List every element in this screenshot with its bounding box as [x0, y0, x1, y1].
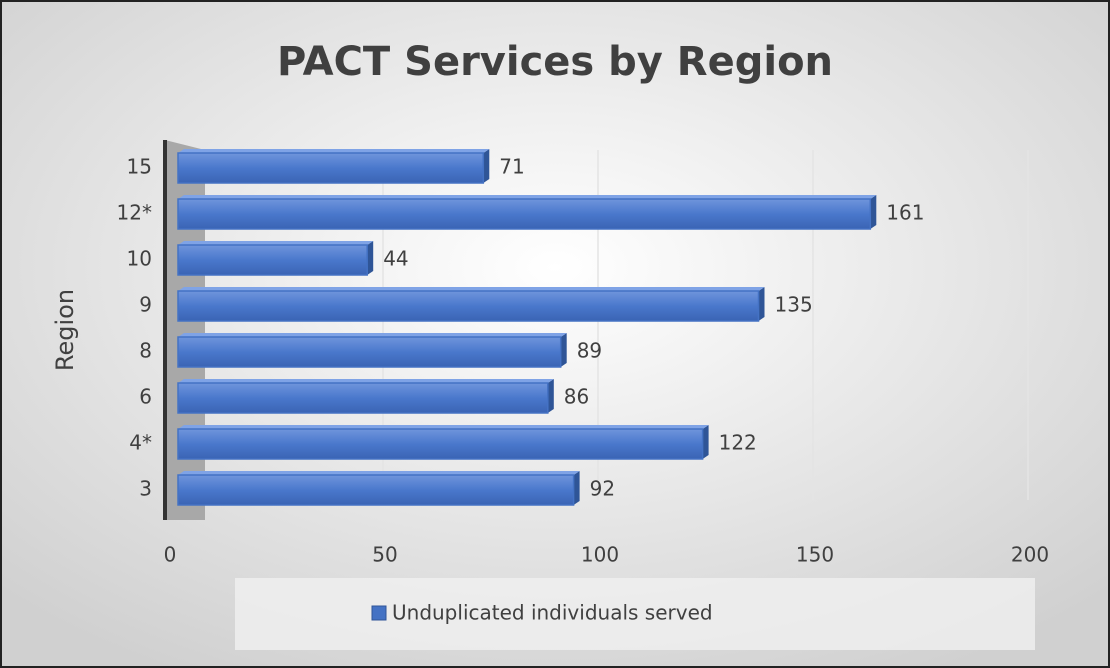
bar-side	[560, 333, 567, 367]
chart-title: PACT Services by Region	[277, 39, 833, 85]
bar-top	[178, 379, 554, 383]
bar-top	[178, 287, 765, 291]
y-axis-label: Region	[51, 289, 79, 371]
y-tick-label: 10	[127, 247, 152, 271]
data-label: 161	[886, 201, 924, 225]
bar	[177, 198, 872, 230]
x-tick-label: 200	[1011, 543, 1049, 567]
bar-top	[178, 425, 709, 429]
data-label: 135	[775, 293, 813, 317]
bar	[177, 336, 562, 368]
data-label: 122	[719, 431, 757, 455]
bar	[177, 428, 704, 460]
x-tick-label: 100	[581, 543, 619, 567]
bar	[177, 474, 575, 506]
bar	[177, 290, 760, 322]
bar	[177, 152, 485, 184]
bar-side	[758, 287, 765, 321]
bar-side	[702, 425, 709, 459]
y-tick-label: 9	[139, 293, 152, 317]
bar	[177, 382, 549, 414]
y-tick-label: 12*	[117, 201, 152, 225]
y-tick-label: 4*	[129, 431, 152, 455]
bar-side	[367, 241, 374, 275]
bar	[177, 244, 368, 276]
legend-marker	[371, 605, 387, 621]
bar-top	[178, 195, 877, 199]
x-tick-label: 150	[796, 543, 834, 567]
y-tick-label: 15	[127, 155, 152, 179]
data-label: 86	[564, 385, 589, 409]
x-tick-label: 50	[372, 543, 397, 567]
x-tick-label: 0	[164, 543, 177, 567]
legend-box	[235, 578, 1035, 650]
bar-top	[178, 471, 580, 475]
y-tick-label: 8	[139, 339, 152, 363]
data-label: 44	[383, 247, 408, 271]
bar-side	[483, 149, 490, 183]
bar-top	[178, 333, 567, 337]
bar-side	[573, 471, 580, 505]
data-label: 92	[590, 477, 615, 501]
bar-side	[870, 195, 877, 229]
y-tick-label: 6	[139, 385, 152, 409]
data-label: 89	[577, 339, 602, 363]
y-tick-label: 3	[139, 477, 152, 501]
bar-top	[178, 241, 374, 245]
data-label: 71	[499, 155, 524, 179]
legend-label: Unduplicated individuals served	[392, 601, 713, 625]
bar-side	[547, 379, 554, 413]
bar-top	[178, 149, 490, 153]
